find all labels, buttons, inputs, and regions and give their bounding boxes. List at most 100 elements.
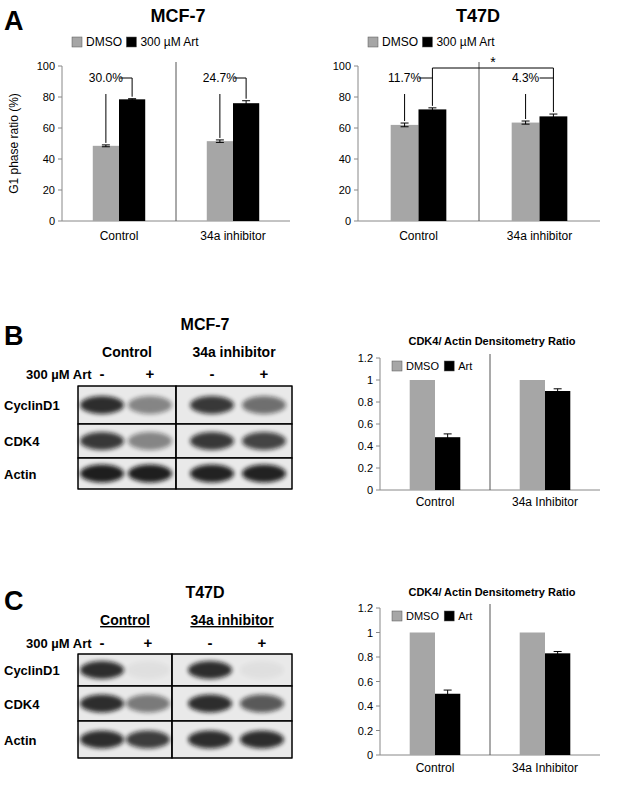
y-tick [354,97,358,98]
blot-band [240,731,284,749]
blot-band [80,465,124,483]
blot-frame [172,654,292,686]
bar [207,141,233,221]
western-blot: T47DControl34a inhibitor300 µM Art-+-+Cy… [4,584,292,758]
blot-band [128,465,172,483]
legend-swatch [72,37,82,47]
chart-title: T47D [456,6,500,26]
error-line [447,434,448,441]
blot-frame-edge [78,721,172,758]
blot-frame [172,721,292,758]
treatment-sign: - [210,365,215,382]
y-tick-label: 100 [333,60,351,72]
panel-label: A [4,6,24,36]
x-tick-label: Control [399,229,438,243]
chart: T47DDMSO300 µM Art020406080100Control34a… [333,6,600,243]
y-tick-label: 1 [367,627,373,639]
chart: CDK4/ Actin Densitometry RatioDMSOArt00.… [358,335,600,509]
blot-row-label: CyclinD1 [4,398,60,413]
treatment-sign: - [208,634,213,651]
y-tick-label: 0 [367,484,373,496]
blot-group-label: Control [100,612,150,628]
significance-mark: * [490,54,496,70]
bar [520,633,545,756]
error-cap [428,107,436,108]
error-line [404,123,405,127]
chart-title: MCF-7 [151,6,206,26]
y-tick-label: 0.2 [358,462,373,474]
annotation-bracket [404,94,405,121]
x-tick-label: Control [100,229,139,243]
y-tick [354,190,358,191]
significance-bracket [553,68,554,78]
treatment-sign: + [260,365,269,382]
blot-frame-edge [176,386,292,424]
error-cap [522,121,530,122]
annotation-bracket [132,78,133,97]
error-line [246,101,247,106]
treatment-sign: - [100,634,105,651]
y-tick [376,755,380,756]
annotation-bracket [553,78,554,112]
blot-band [188,731,232,749]
blot-band [80,661,124,679]
error-cap [242,105,250,106]
treatment-sign: + [146,365,155,382]
bars [391,108,568,221]
blot-row-label: Actin [4,467,37,482]
error-bar [428,108,436,111]
error-cap [444,433,452,434]
blot-band [80,396,124,414]
legend-swatch [422,37,432,47]
blot-frame-edge [172,721,292,758]
y-axis [358,66,359,221]
annotation-bracket [432,78,433,106]
y-tick [58,66,62,67]
y-tick [376,402,380,403]
y-tick [58,190,62,191]
chart-title: CDK4/ Actin Densitometry Ratio [408,335,575,347]
error-cap [102,144,110,145]
y-tick [376,657,380,658]
y-tick-label: 0.2 [358,725,373,737]
blot-band [242,396,286,414]
error-bar [444,690,452,697]
blot-row-label: CDK4 [4,697,40,712]
blot-frame-edge [78,458,176,489]
error-cap [401,126,409,127]
blot-band [126,661,170,679]
chart: CDK4/ Actin Densitometry RatioDMSOArt00.… [358,586,600,775]
y-tick-label: 40 [339,153,351,165]
category-divider [490,354,491,490]
y-tick-label: 1 [367,374,373,386]
blot-title: T47D [185,584,224,601]
error-cap [554,655,562,656]
bars [410,633,571,756]
legend-label: Art [458,360,472,372]
error-cap [242,100,250,101]
x-tick-label: 34a Inhibitor [512,761,578,775]
y-tick [376,446,380,447]
bar [545,653,570,755]
blot-group-label: 34a inhibitor [190,612,274,628]
y-tick [58,221,62,222]
blot-frame [172,686,292,721]
x-tick-label: 34a inhibitor [507,229,572,243]
y-tick-label: 1.2 [358,352,373,364]
category-divider [490,604,491,755]
blot-frame [78,458,176,489]
y-tick-label: 0.8 [358,651,373,663]
blot-band [242,432,286,450]
legend-swatch [368,37,378,47]
category-divider [176,62,177,221]
treatment-label: 300 µM Art [26,367,92,382]
y-tick-label: 0 [49,215,55,227]
y-tick-label: 1.2 [358,602,373,614]
y-tick [376,730,380,731]
y-tick-label: 20 [43,184,55,196]
blot-frame-edge [176,458,292,489]
panel-label: C [4,586,24,616]
blot-band [128,432,172,450]
blot-band [240,661,284,679]
error-cap [444,440,452,441]
